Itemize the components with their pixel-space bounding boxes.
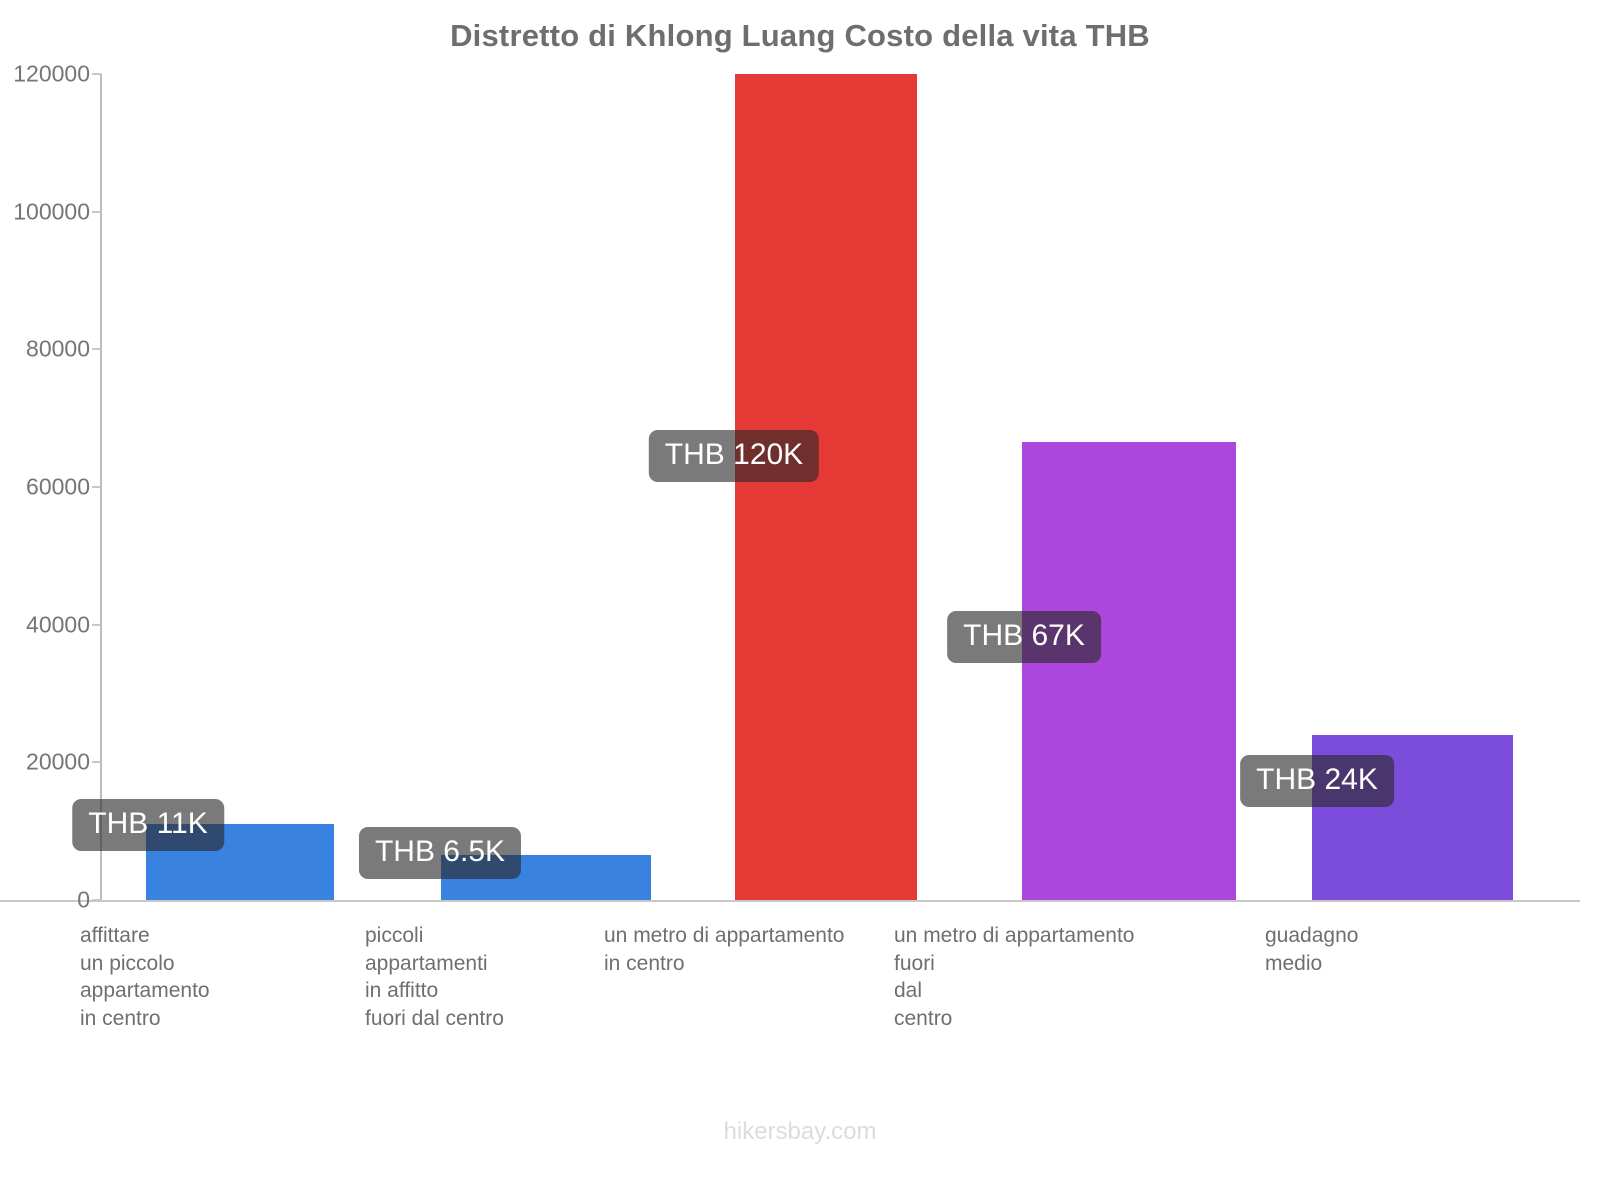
y-axis-tick-mark [92,486,101,488]
x-axis-line [0,900,1580,902]
y-axis-tick-mark [92,210,101,213]
x-axis-category-label: un metro di appartamento in centro [604,924,845,975]
x-axis-category-label: affittare un piccolo appartamento in cen… [80,924,210,1031]
y-axis-tick-label: 0 [77,886,90,913]
y-axis-tick-mark [92,899,101,901]
bar-value-label: THB 24K [1240,755,1394,807]
y-axis-tick-label: 100000 [13,198,90,225]
bar-value-label: THB 6.5K [358,827,522,879]
y-axis-tick-mark [92,73,101,75]
y-axis-tick-mark [92,348,101,351]
y-axis-tick-label: 60000 [26,473,90,500]
watermark: hikersbay.com [723,1118,877,1145]
y-axis-tick-mark [92,623,101,626]
bar-value-label: THB 120K [648,430,820,482]
y-axis-line [100,74,102,901]
bar[interactable] [735,74,917,900]
plot-area [101,74,1570,900]
y-axis-tick-label: 20000 [26,748,90,775]
y-axis-tick-label: 80000 [26,335,90,362]
bar-value-label: THB 67K [947,611,1101,663]
x-axis-category-label: guadagno medio [1265,924,1359,975]
chart-title: Distretto di Khlong Luang Costo della vi… [450,18,1150,53]
x-axis-category-label: piccoli appartamenti in affitto fuori da… [365,924,504,1031]
y-axis-tick-label: 120000 [13,60,90,87]
bar-value-label: THB 11K [72,799,224,851]
y-axis-tick-mark [92,761,101,764]
x-axis-category-label: un metro di appartamento fuori dal centr… [894,924,1135,1031]
y-axis-tick-label: 40000 [26,611,90,638]
bar[interactable] [1022,442,1236,900]
